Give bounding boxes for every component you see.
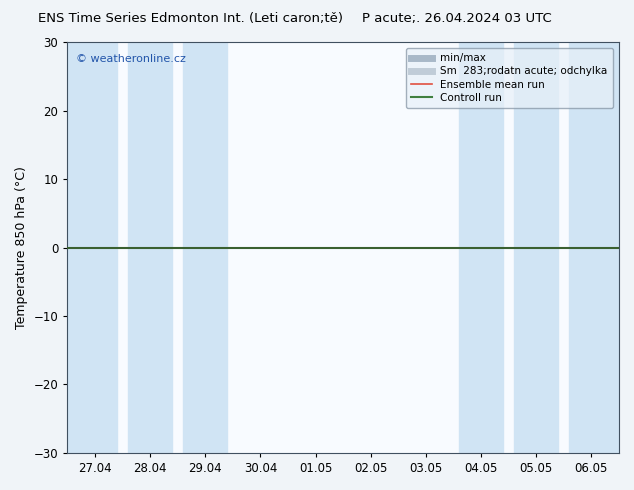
Bar (459, 42, 503, 453)
Text: © weatheronline.cz: © weatheronline.cz (75, 54, 186, 64)
Bar (67, 42, 117, 453)
Legend: min/max, Sm  283;rodatn acute; odchylka, Ensemble mean run, Controll run: min/max, Sm 283;rodatn acute; odchylka, … (406, 48, 612, 108)
Bar (569, 42, 619, 453)
Y-axis label: Temperature 850 hPa (°C): Temperature 850 hPa (°C) (15, 166, 28, 329)
Bar (183, 42, 228, 453)
Bar (128, 42, 172, 453)
Text: P acute;. 26.04.2024 03 UTC: P acute;. 26.04.2024 03 UTC (361, 12, 552, 25)
Text: ENS Time Series Edmonton Int. (Leti caron;tě): ENS Time Series Edmonton Int. (Leti caro… (37, 12, 343, 25)
Bar (514, 42, 559, 453)
